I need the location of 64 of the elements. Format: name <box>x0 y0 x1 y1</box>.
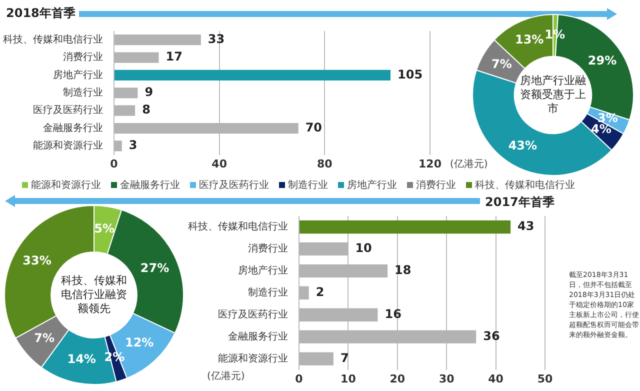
data-label: 70 <box>305 120 322 134</box>
y-tick-label: 金融服务行业 <box>228 330 288 342</box>
data-label: 5% <box>94 222 115 236</box>
data-label: 7% <box>492 56 512 71</box>
y-tick-label: 医疗及医药行业 <box>33 104 103 116</box>
bar <box>300 220 511 234</box>
x-tick-label: 40 <box>488 372 504 386</box>
data-label: 33 <box>208 32 225 46</box>
y-tick-label: 医疗及医药行业 <box>218 308 288 320</box>
data-label: 3 <box>128 138 138 152</box>
data-label: 13% <box>514 32 544 46</box>
legend-label: 金融服务行业 <box>119 178 180 192</box>
x-tick-label: 10 <box>340 372 356 386</box>
chart-title: 2018年首季 <box>6 5 76 22</box>
legend-label: 医疗及医药行业 <box>198 178 269 192</box>
y-tick-label: 房地产行业 <box>53 68 103 81</box>
data-label: 43 <box>518 219 534 234</box>
x-tick-label: 40 <box>212 157 228 170</box>
legend-label: 制造行业 <box>287 178 328 192</box>
data-label: 7% <box>34 330 55 345</box>
y-tick-label: 消费行业 <box>248 242 288 255</box>
x-tick-label: 80 <box>317 157 333 170</box>
x-tick-label: 0 <box>295 372 304 386</box>
y-tick-label: 科技、传媒和电信行业 <box>188 220 288 233</box>
x-tick-label: 20 <box>390 372 406 386</box>
data-label: 33% <box>22 253 52 268</box>
data-label: 27% <box>140 260 170 275</box>
y-tick-label: 制造行业 <box>63 86 103 98</box>
y-tick-label: 科技、传媒和电信行业 <box>3 33 103 46</box>
data-label: 17 <box>166 50 182 64</box>
data-label: 2 <box>316 285 324 300</box>
x-axis-title: (亿港元) <box>450 158 488 171</box>
data-label: 29% <box>588 54 617 68</box>
x-tick-label: 30 <box>438 372 455 386</box>
data-label: 16 <box>384 306 402 321</box>
legend-label: 科技、传媒和电信行业 <box>474 178 575 192</box>
bar <box>114 70 390 81</box>
data-label: 43% <box>508 138 538 152</box>
text: 科技、传媒和电信行业融资额领先 <box>60 273 128 317</box>
x-tick-label: 120 <box>418 157 442 170</box>
data-label: 8 <box>142 102 150 117</box>
data-label: 14% <box>67 352 96 366</box>
data-label: 10 <box>355 241 372 256</box>
legend-label: 消费行业 <box>415 178 456 192</box>
data-label: 105 <box>398 67 423 82</box>
data-label: 12% <box>124 335 154 350</box>
x-axis-title: (亿港元) <box>207 370 245 383</box>
y-tick-label: 能源和资源行业 <box>33 140 103 152</box>
data-label: 9 <box>144 85 154 100</box>
y-tick-label: 消费行业 <box>63 51 103 64</box>
data-label: 7 <box>340 350 349 365</box>
y-tick-label: 能源和资源行业 <box>218 352 288 364</box>
text: 房地产行业融资额受惠于上市 <box>520 74 586 115</box>
legend-label: 房地产行业 <box>346 178 397 192</box>
data-label: 3% <box>597 110 618 125</box>
data-label: 18 <box>394 263 412 278</box>
data-label: 36 <box>483 328 500 343</box>
y-tick-label: 制造行业 <box>248 286 288 298</box>
chart-title: 2017年首季 <box>485 194 554 211</box>
data-label: 4% <box>591 122 612 136</box>
y-tick-label: 金融服务行业 <box>43 122 103 134</box>
x-tick-label: 0 <box>110 157 118 170</box>
y-tick-label: 房地产行业 <box>238 264 288 277</box>
x-tick-label: 50 <box>537 372 553 386</box>
